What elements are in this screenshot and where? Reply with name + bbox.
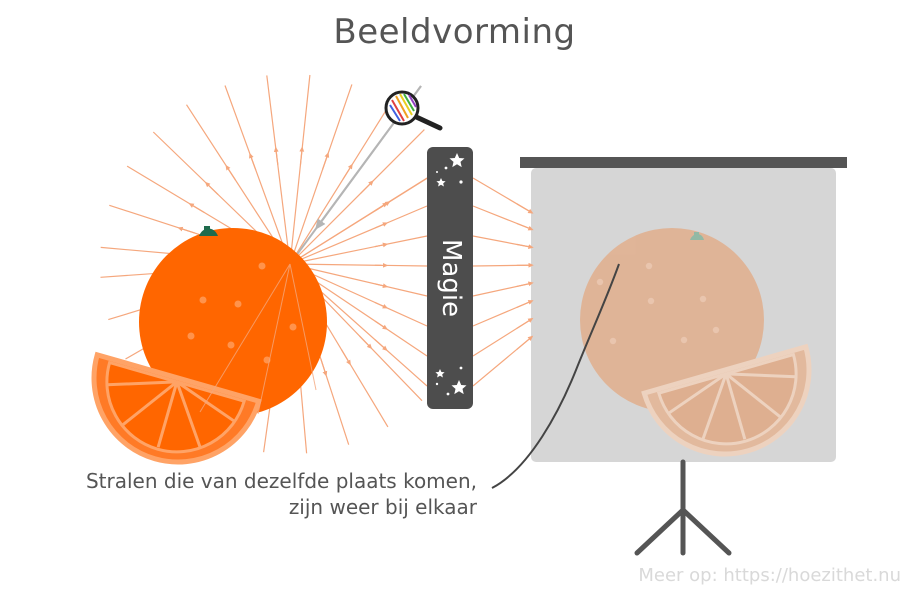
ray [289,102,392,265]
ray-arrow [516,222,534,231]
ray [289,129,425,265]
orange-slice [91,351,262,465]
ray-arrow [273,146,279,165]
projected-orange-image [580,228,812,457]
ray-to-magic [289,235,428,265]
footer-link[interactable]: Meer op: https://hoezithet.nu [638,565,901,586]
ray-arrow [359,335,373,350]
ray-arrow [340,349,351,366]
ray [224,85,291,265]
star-icon [435,153,467,396]
ray-arrow [225,164,237,181]
ray-arrow [299,146,305,165]
orange-object [139,226,327,416]
ray-to-magic [289,177,428,265]
surface-rays [199,263,317,415]
ray-arrow [516,243,534,249]
ray-arrow [516,203,534,214]
ray-arrow [374,339,388,351]
ray-arrow [249,152,257,171]
ray [266,75,291,265]
ray-to-magic [289,263,428,297]
ray-arrow [374,222,389,229]
ray-to-magic [289,205,428,265]
caption-line-1: Stralen die van dezelfde plaats komen, [85,469,477,493]
screen-stand [634,459,732,556]
ray-arrow [177,226,196,234]
ray-arrow [360,180,374,194]
ray-arrow [188,203,205,214]
ray-arrow [374,320,388,330]
diagram-title: Beeldvorming [333,12,576,52]
ray-arrow [321,152,330,170]
caption: Stralen die van dezelfde plaats komen, z… [86,468,477,520]
ray-arrow [204,181,219,195]
ray [289,74,311,265]
ray-arrow [516,281,534,287]
ray-arrow [374,202,388,212]
ray-arrow [516,300,534,308]
caption-leader-line [491,263,620,489]
ray-arrow [374,301,389,309]
ray-arrow [374,283,389,289]
ray [289,84,353,265]
ray-arrow [342,163,353,180]
ray-arrow [516,317,534,329]
focus-rays [516,203,534,350]
ray-arrow [516,335,534,350]
ray-arrow [374,242,389,248]
magnifier-icon [384,90,443,131]
magic-label: Magie [436,239,466,317]
ray-to-magic [289,263,428,267]
caption-line-2: zijn weer bij elkaar [288,495,477,519]
ray-arrow [320,358,328,377]
magic-box: Magie [427,147,473,409]
